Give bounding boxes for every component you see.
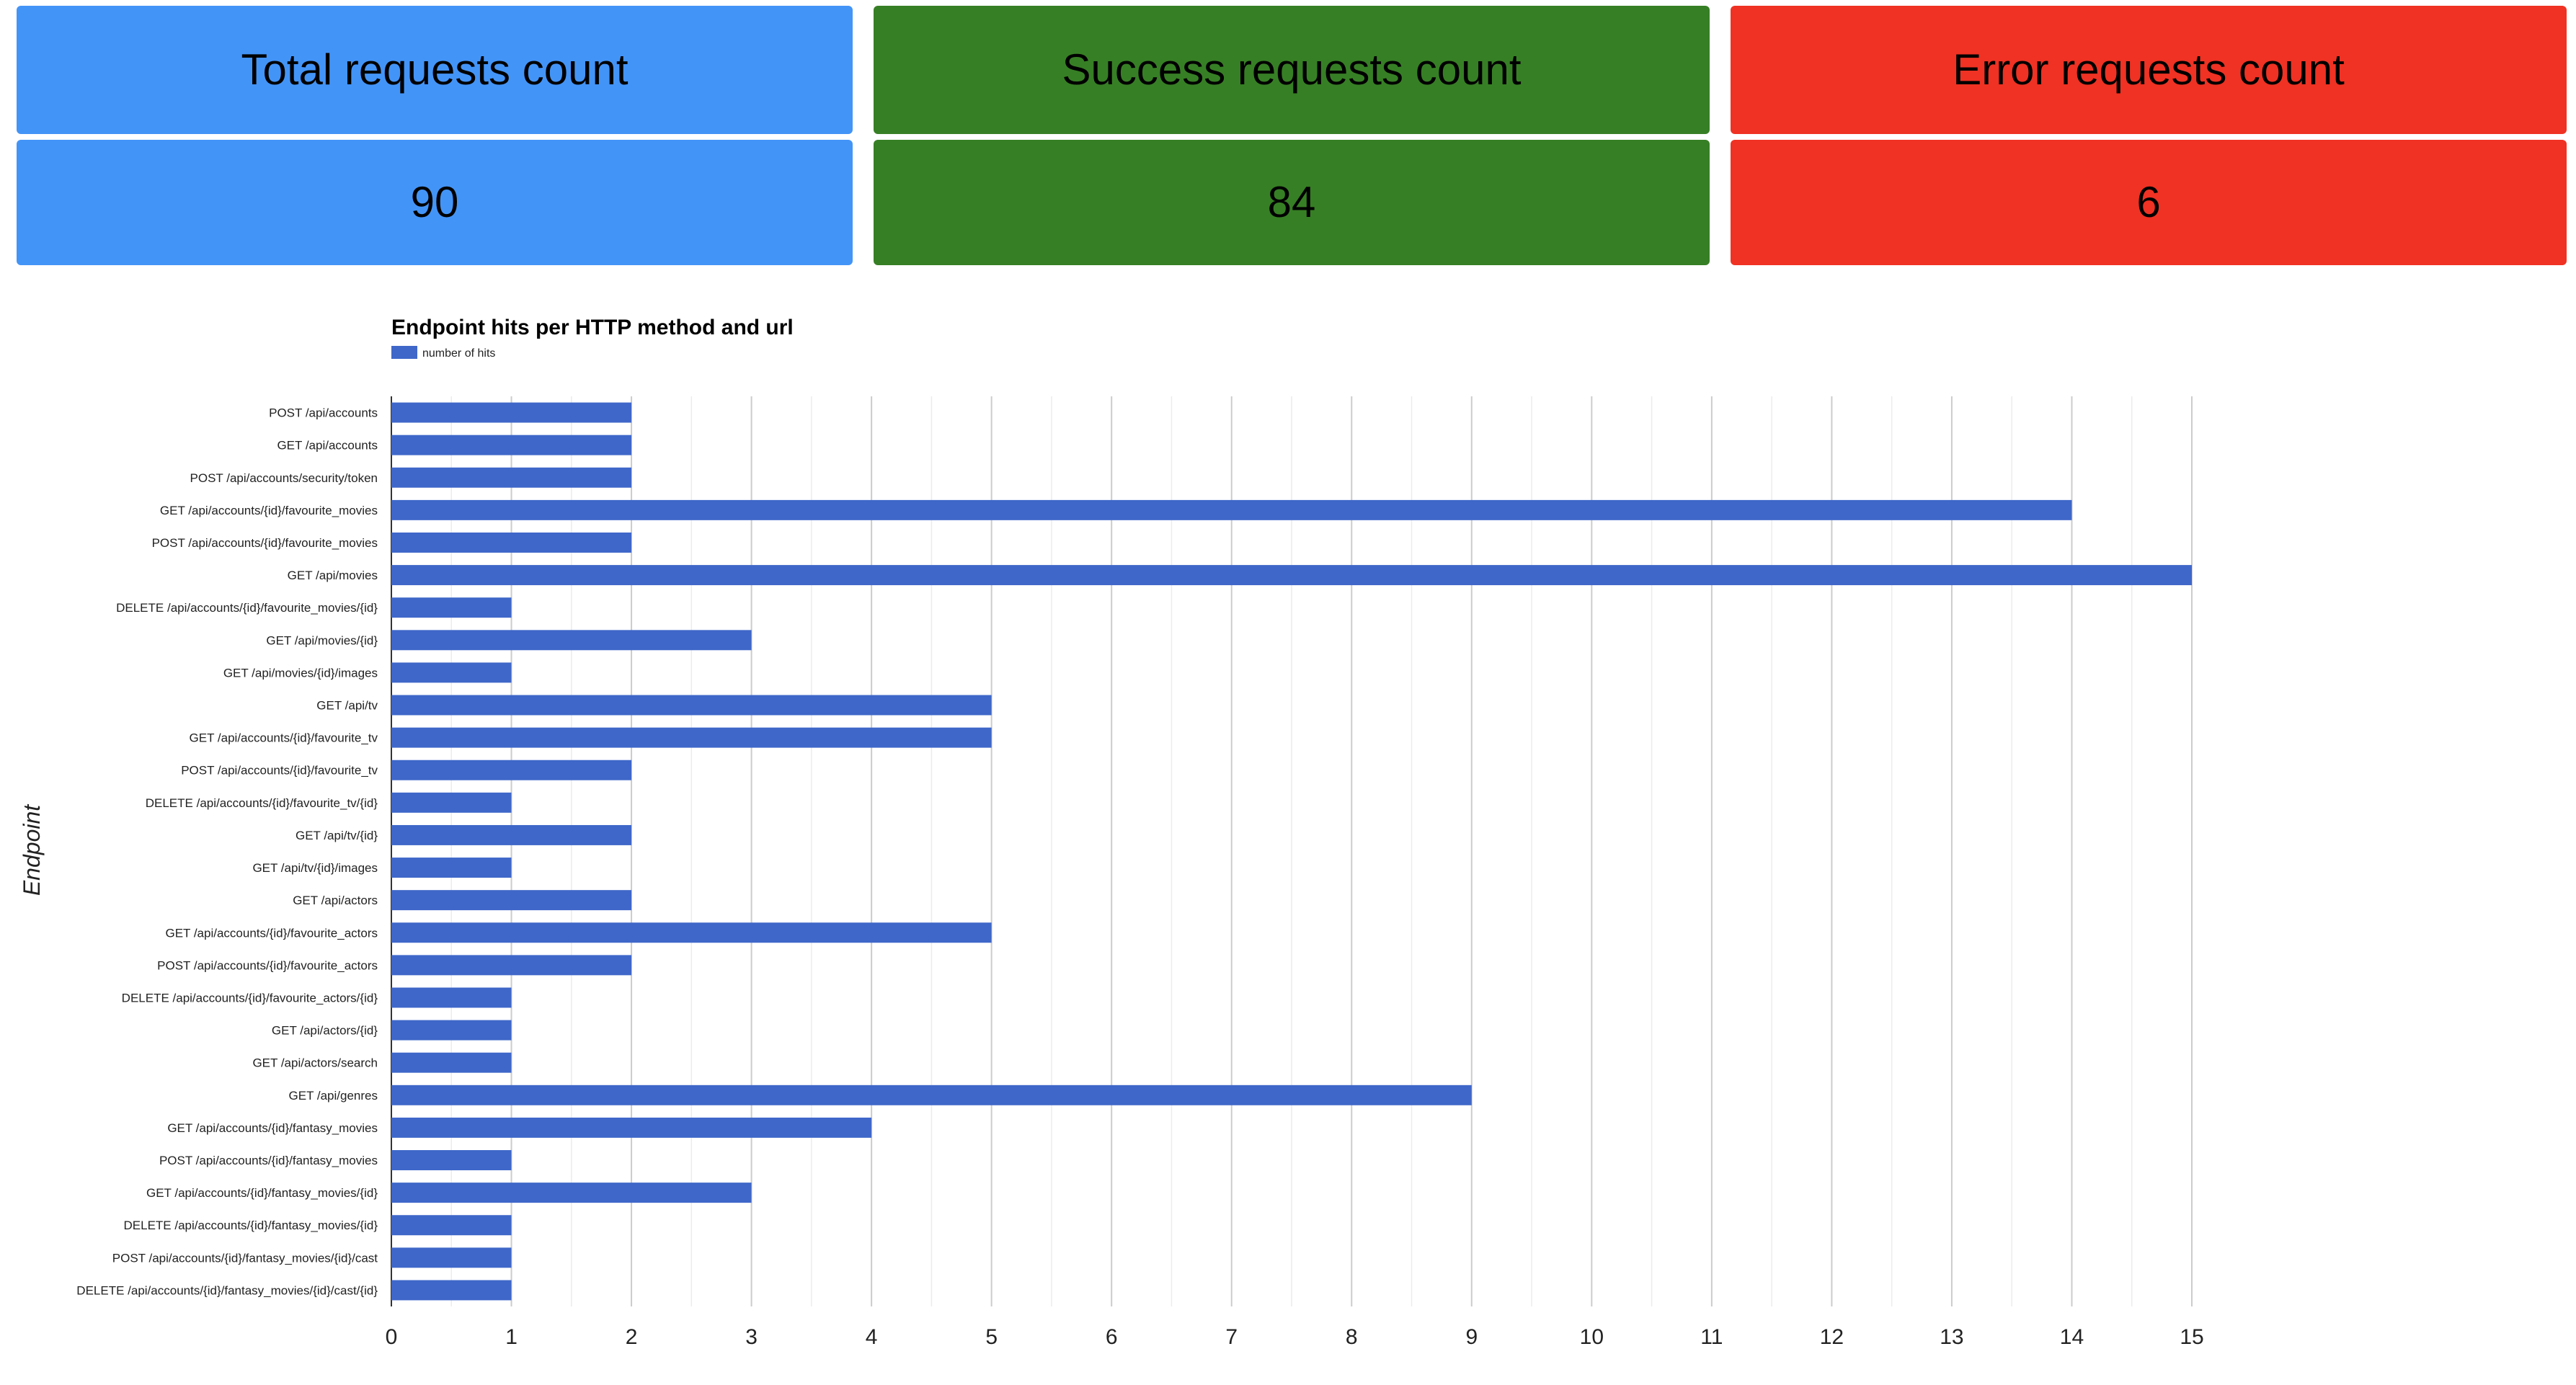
y-tick-label: GET /api/accounts/{id}/fantasy_movies: [167, 1121, 378, 1135]
x-tick-label: 11: [1700, 1325, 1723, 1349]
error-requests-value: 6: [1731, 140, 2567, 265]
y-tick-label: GET /api/tv/{id}: [296, 829, 378, 842]
y-tick-label: GET /api/tv/{id}/images: [252, 861, 378, 875]
bar: [391, 499, 2072, 520]
legend-label: number of hits: [422, 347, 495, 360]
bar: [391, 402, 632, 423]
bar: [391, 1052, 512, 1073]
bar: [391, 1183, 752, 1203]
x-tick-label: 8: [1346, 1325, 1358, 1349]
x-tick-label: 1: [505, 1325, 518, 1349]
y-tick-label: GET /api/accounts/{id}/favourite_tv: [190, 731, 378, 745]
bar: [391, 597, 512, 618]
error-requests-header: Error requests count: [1731, 6, 2567, 134]
bar: [391, 1020, 512, 1041]
bar: [391, 662, 512, 683]
success-requests-header: Success requests count: [874, 6, 1710, 134]
bar: [391, 955, 632, 976]
bar: [391, 727, 992, 748]
legend-swatch: [391, 346, 417, 359]
bar: [391, 987, 512, 1008]
x-tick-label: 5: [985, 1325, 998, 1349]
y-tick-label: POST /api/accounts/{id}/fantasy_movies: [159, 1154, 378, 1167]
x-tick-label: 2: [626, 1325, 638, 1349]
success-requests-value: 84: [874, 140, 1710, 265]
y-tick-label: POST /api/accounts: [269, 406, 378, 420]
y-tick-label: POST /api/accounts/{id}/favourite_tv: [181, 764, 378, 778]
chart-title: Endpoint hits per HTTP method and url: [391, 316, 794, 339]
y-axis-label: Endpoint: [19, 804, 45, 896]
x-tick-label: 12: [1820, 1325, 1844, 1349]
bar: [391, 890, 632, 911]
y-tick-label: GET /api/movies/{id}: [266, 633, 378, 647]
y-tick-label: POST /api/accounts/{id}/favourite_movies: [152, 536, 378, 550]
y-tick-label: DELETE /api/accounts/{id}/favourite_acto…: [122, 991, 378, 1005]
bar: [391, 1215, 512, 1236]
bar: [391, 1280, 512, 1301]
bar: [391, 1085, 1472, 1105]
x-tick-label: 10: [1580, 1325, 1604, 1349]
bar: [391, 695, 992, 716]
y-tick-labels: POST /api/accounts GET /api/accounts POST …: [76, 406, 378, 1298]
x-tick-label: 9: [1465, 1325, 1478, 1349]
y-tick-label: GET /api/accounts: [277, 439, 378, 453]
bar: [391, 435, 632, 455]
bar: [391, 792, 512, 813]
y-tick-label: POST /api/accounts/{id}/favourite_actors: [157, 958, 378, 972]
y-tick-label: GET /api/actors/{id}: [272, 1024, 378, 1038]
x-tick-label: 14: [2060, 1325, 2084, 1349]
y-tick-label: GET /api/actors: [293, 894, 378, 907]
x-tick-label: 4: [866, 1325, 878, 1349]
total-requests-header: Total requests count: [17, 6, 853, 134]
bar: [391, 565, 2192, 586]
x-tick-label: 3: [745, 1325, 758, 1349]
bar: [391, 922, 992, 943]
bar: [391, 467, 632, 488]
y-tick-label: DELETE /api/accounts/{id}/favourite_tv/{…: [146, 796, 378, 810]
y-tick-label: POST /api/accounts/{id}/fantasy_movies/{…: [112, 1251, 378, 1265]
y-tick-label: GET /api/genres: [289, 1089, 378, 1103]
x-tick-label: 6: [1106, 1325, 1118, 1349]
y-tick-label: DELETE /api/accounts/{id}/fantasy_movies…: [76, 1283, 378, 1297]
x-tick-label: 7: [1225, 1325, 1238, 1349]
y-tick-label: GET /api/accounts/{id}/fantasy_movies/{i…: [146, 1186, 378, 1200]
x-tick-label: 0: [386, 1325, 398, 1349]
bars: [391, 402, 2192, 1301]
x-tick-label: 13: [1940, 1325, 1963, 1349]
y-tick-label: GET /api/accounts/{id}/favourite_actors: [165, 926, 378, 940]
y-tick-label: DELETE /api/accounts/{id}/favourite_movi…: [116, 601, 378, 615]
bar: [391, 858, 512, 878]
bar: [391, 1117, 872, 1138]
grid-lines: [391, 396, 2193, 1306]
y-tick-label: GET /api/movies: [288, 569, 378, 582]
bar: [391, 824, 632, 845]
bar: [391, 760, 632, 780]
x-tick-labels: 0 1 2 3 4 5 6 7 8 9 10 11 12 13 14 15: [386, 1325, 2204, 1349]
bar: [391, 1150, 512, 1171]
y-tick-label: GET /api/actors/search: [252, 1056, 378, 1070]
y-tick-label: DELETE /api/accounts/{id}/fantasy_movies…: [124, 1219, 378, 1232]
total-requests-value: 90: [17, 140, 853, 265]
y-tick-label: GET /api/tv: [316, 699, 378, 713]
bar: [391, 1247, 512, 1268]
y-tick-label: GET /api/accounts/{id}/favourite_movies: [160, 504, 378, 517]
y-tick-label: POST /api/accounts/security/token: [190, 471, 378, 485]
bar: [391, 532, 632, 553]
x-tick-label: 15: [2180, 1325, 2203, 1349]
bar: [391, 630, 752, 651]
y-tick-label: GET /api/movies/{id}/images: [223, 666, 378, 680]
